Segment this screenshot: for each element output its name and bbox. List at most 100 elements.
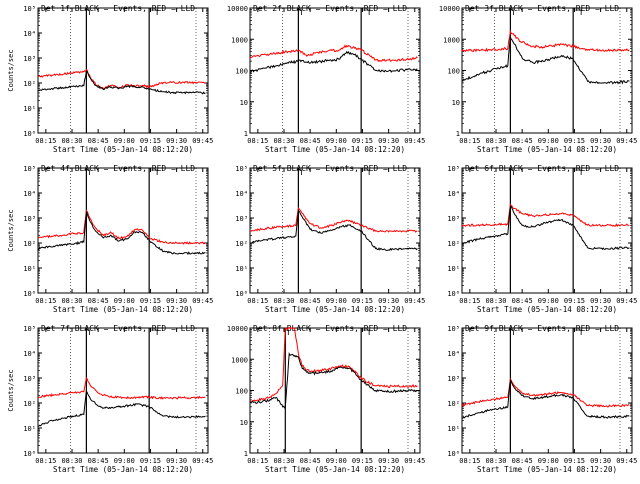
x-axis-label: Start Time (05-Jan-14 08:12:20) <box>53 465 193 474</box>
series-lld-red <box>37 68 206 90</box>
x-tick-label: 08:30 <box>485 137 506 145</box>
marker-flag <box>296 169 302 175</box>
x-tick-label: 08:15 <box>247 297 268 305</box>
y-tick-label: 10⁵ <box>235 165 248 173</box>
marker-flag <box>84 169 90 175</box>
plot-frame <box>37 167 209 294</box>
y-tick-label: 10⁴ <box>447 350 460 358</box>
panel-1: Det 1f BLACK = Events, RED = LLD 10⁰ 10¹ 10… <box>7 4 213 154</box>
x-tick-label: 09:30 <box>166 457 187 465</box>
x-tick-label: 09:00 <box>326 297 347 305</box>
y-tick-label: 1000 <box>231 356 248 364</box>
y-tick-label: 10⁵ <box>447 165 460 173</box>
y-tick-label: 10⁰ <box>235 290 248 298</box>
x-tick-label: 09:30 <box>590 137 611 145</box>
y-tick-label: 10000 <box>439 5 460 13</box>
plot-frame <box>461 167 633 294</box>
y-tick-label: 100 <box>235 388 248 396</box>
x-tick-label: 08:45 <box>512 457 533 465</box>
x-tick-label: 09:45 <box>616 457 637 465</box>
x-tick-label: 09:30 <box>590 297 611 305</box>
x-tick-label: 09:15 <box>140 137 161 145</box>
series-events-black <box>462 379 630 419</box>
series-events-black <box>249 352 418 409</box>
x-tick-label: 08:30 <box>485 297 506 305</box>
x-tick-label: 08:45 <box>300 137 321 145</box>
x-tick-label: 08:15 <box>459 457 480 465</box>
x-tick-label: 08:45 <box>300 297 321 305</box>
x-tick-label: 08:30 <box>273 457 294 465</box>
x-tick-label: 09:15 <box>564 137 585 145</box>
y-tick-label: 100 <box>447 68 460 76</box>
marker-flag <box>363 169 370 175</box>
series-events-black <box>461 36 630 85</box>
y-tick-label: 1000 <box>443 36 460 44</box>
y-tick-label: 10⁰ <box>447 290 460 298</box>
y-axis-label: Counts/sec <box>7 209 15 251</box>
y-tick-label: 10⁵ <box>447 325 460 333</box>
x-tick-label: 08:30 <box>61 297 82 305</box>
plot-frame <box>461 327 633 454</box>
y-tick-label: 10⁰ <box>447 450 460 458</box>
x-tick-label: 09:30 <box>378 457 399 465</box>
panel-7: Det 7f BLACK = Events, RED = LLD 10⁰ 10¹ 10… <box>7 324 213 474</box>
y-tick-label: 10¹ <box>23 425 36 433</box>
x-tick-label: 08:30 <box>273 297 294 305</box>
y-tick-label: 1 <box>244 130 248 138</box>
marker-flag <box>508 9 514 15</box>
marker-flag <box>151 9 158 15</box>
marker-flag <box>84 329 90 335</box>
x-tick-label: 08:45 <box>512 297 533 305</box>
marker-flag <box>575 329 582 335</box>
x-tick-label: 09:45 <box>616 297 637 305</box>
x-tick-label: 08:45 <box>88 457 109 465</box>
x-axis-label: Start Time (05-Jan-14 08:12:20) <box>477 305 617 314</box>
series-events-black <box>37 70 206 95</box>
series-events-black <box>37 211 206 256</box>
series-events-black <box>461 205 630 251</box>
marker-flag <box>575 169 582 175</box>
y-tick-label: 10² <box>235 240 248 248</box>
y-tick-label: 1 <box>244 450 248 458</box>
x-tick-label: 09:45 <box>404 137 425 145</box>
x-tick-label: 09:45 <box>192 297 213 305</box>
marker-flag <box>363 9 370 15</box>
y-tick-label: 10⁴ <box>235 190 248 198</box>
x-tick-label: 09:15 <box>140 457 161 465</box>
plot-frame <box>37 7 209 134</box>
x-tick-label: 08:15 <box>459 297 480 305</box>
y-tick-label: 10¹ <box>447 425 460 433</box>
marker-flag <box>575 9 582 15</box>
marker-flag <box>151 329 158 335</box>
x-tick-label: 09:30 <box>378 137 399 145</box>
y-tick-label: 10⁰ <box>23 130 36 138</box>
y-tick-label: 10 <box>452 99 460 107</box>
chart-title: Det 4f BLACK = Events, RED = LLD <box>41 164 195 173</box>
chart-title: Det 9f BLACK = Events, RED = LLD <box>465 324 619 333</box>
x-tick-label: 09:00 <box>538 457 559 465</box>
series-lld-red <box>37 209 206 245</box>
marker-flag <box>84 9 90 15</box>
x-tick-label: 09:15 <box>352 297 373 305</box>
y-tick-label: 10000 <box>227 325 248 333</box>
x-tick-label: 09:30 <box>166 297 187 305</box>
panel-4: Det 4f BLACK = Events, RED = LLD 10⁰ 10¹ 10… <box>7 164 213 314</box>
x-axis-label: Start Time (05-Jan-14 08:12:20) <box>477 465 617 474</box>
chart-title: Det 5f BLACK = Events, RED = LLD <box>253 164 407 173</box>
y-tick-label: 10⁴ <box>23 30 36 38</box>
x-tick-label: 09:30 <box>166 137 187 145</box>
x-tick-label: 08:30 <box>485 457 506 465</box>
marker-flag <box>363 329 370 335</box>
x-axis-label: Start Time (05-Jan-14 08:12:20) <box>53 305 193 314</box>
x-tick-label: 09:00 <box>114 137 135 145</box>
y-tick-label: 10² <box>23 240 36 248</box>
series-lld-red <box>461 377 630 408</box>
x-tick-label: 08:15 <box>35 297 56 305</box>
x-tick-label: 09:30 <box>590 457 611 465</box>
y-tick-label: 10³ <box>23 215 36 223</box>
chart-title: Det 7f BLACK = Events, RED = LLD <box>41 324 195 333</box>
marker-flag <box>296 9 302 15</box>
y-tick-label: 10⁰ <box>23 450 36 458</box>
x-tick-label: 09:45 <box>616 137 637 145</box>
